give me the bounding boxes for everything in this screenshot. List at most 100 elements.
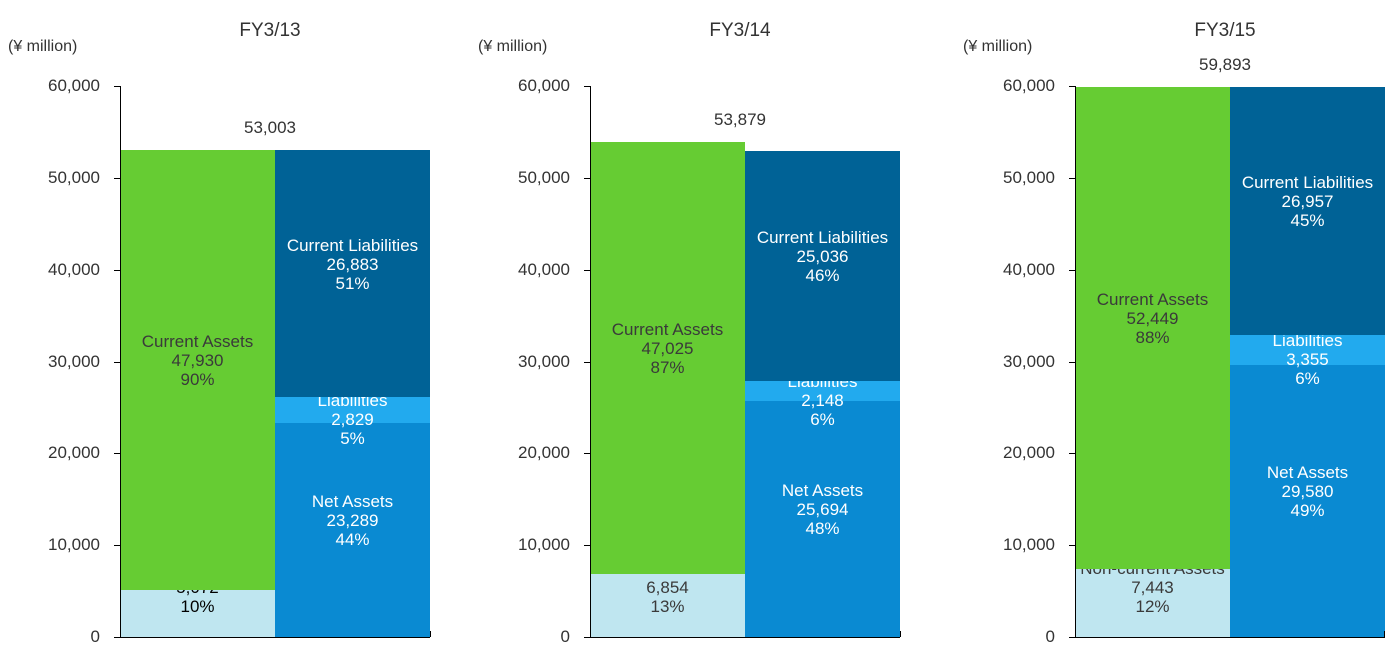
y-tick (584, 453, 590, 455)
y-tick (1069, 545, 1075, 547)
bar-segment (590, 574, 745, 637)
y-tick (584, 86, 590, 87)
bar-segment (745, 401, 900, 637)
y-tick-label: 40,000 (518, 259, 570, 279)
bar-segment (1230, 365, 1385, 637)
segment-percent: 90% (180, 370, 215, 390)
y-tick (584, 177, 590, 179)
segment-label: Current Assets 47,025 87% (592, 320, 743, 377)
bar-segment (1075, 568, 1230, 637)
segment-percent: 46% (805, 266, 840, 286)
bar-segment (120, 590, 275, 637)
segment-name: Current Assets (611, 320, 724, 340)
segment-label: Current Assets 52,449 88% (1077, 290, 1228, 347)
unit-label: (¥ million) (8, 38, 78, 55)
segment-value: 2,829 (331, 410, 374, 430)
chart-title: FY3/15 (1194, 20, 1256, 41)
segment-name: Current Assets (141, 332, 254, 352)
y-tick (114, 637, 120, 638)
segment-percent: 48% (805, 519, 840, 539)
segment-value: 25,036 (796, 247, 849, 267)
segment-percent: 87% (650, 358, 685, 378)
y-tick (114, 361, 120, 363)
segment-percent: 6% (1295, 368, 1320, 388)
segment-percent: 51% (335, 273, 370, 293)
y-tick-label: 20,000 (1003, 443, 1055, 463)
segment-label: Net Assets 23,289 44% (277, 492, 428, 549)
chart-title: FY3/14 (709, 20, 771, 41)
bar-segment (120, 150, 275, 591)
y-axis (120, 86, 121, 637)
segment-value: 6,854 (646, 578, 689, 597)
y-tick-label: 60,000 (518, 76, 570, 95)
bar-segment (1230, 334, 1385, 366)
segment-name: Net Assets (311, 492, 394, 512)
y-tick (584, 637, 590, 638)
segment-label: Current Liabilities 26,883 51% (277, 236, 428, 293)
bar-segment (745, 151, 900, 382)
y-tick (1069, 361, 1075, 363)
y-tick (1069, 269, 1075, 271)
segment-name: Net Assets (1266, 463, 1349, 483)
segment-percent: 10% (180, 597, 215, 616)
y-tick-label: 60,000 (1003, 76, 1055, 95)
segment-value: 25,694 (796, 500, 849, 520)
y-tick-label: 10,000 (518, 535, 570, 555)
segment-percent: 13% (650, 597, 685, 616)
bar-segment (275, 150, 430, 398)
y-tick (114, 86, 120, 87)
segment-value: 52,449 (1126, 308, 1179, 328)
total-label: 53,879 (714, 110, 766, 130)
segment-name: Current Liabilities (1241, 172, 1374, 192)
segment-name: Current Assets (1096, 289, 1209, 309)
y-tick-label: 30,000 (48, 351, 100, 371)
y-tick (114, 177, 120, 179)
y-tick-label: 50,000 (1003, 167, 1055, 187)
total-label: 59,893 (1199, 54, 1251, 74)
y-tick (1069, 453, 1075, 455)
bar-segment (275, 397, 430, 424)
segment-value: 47,930 (171, 351, 224, 371)
x-axis (120, 637, 430, 638)
bar-segment (1230, 86, 1385, 335)
y-tick-label: 40,000 (48, 259, 100, 279)
chart-title: FY3/13 (239, 20, 301, 41)
y-tick (1069, 637, 1075, 638)
segment-label: Current Liabilities 25,036 46% (747, 228, 898, 285)
y-tick (114, 545, 120, 547)
segment-name: Net Assets (781, 481, 864, 501)
bar-segment (1075, 86, 1230, 569)
segment-name: Current Liabilities (286, 235, 419, 255)
y-tick-label: 0 (560, 627, 570, 646)
unit-label: (¥ million) (963, 38, 1033, 55)
category-tick (900, 631, 901, 637)
segment-label: Net Assets 29,580 49% (1232, 463, 1383, 520)
segment-percent: 45% (1290, 210, 1325, 230)
y-tick-label: 40,000 (1003, 259, 1055, 279)
y-tick (584, 545, 590, 547)
y-tick (1069, 86, 1075, 87)
y-tick-label: 60,000 (48, 76, 100, 95)
y-tick-label: 20,000 (48, 443, 100, 463)
bar-segment (745, 381, 900, 402)
segment-percent: 44% (335, 530, 370, 550)
y-axis (590, 86, 591, 637)
y-tick (584, 361, 590, 363)
y-tick-label: 10,000 (48, 535, 100, 555)
segment-value: 3,355 (1286, 349, 1329, 369)
y-tick-label: 50,000 (518, 167, 570, 187)
segment-name: Current Liabilities (756, 228, 889, 248)
bar-segment (275, 423, 430, 637)
segment-value: 2,148 (801, 391, 844, 411)
segment-value: 29,580 (1281, 482, 1334, 502)
y-tick-label: 10,000 (1003, 535, 1055, 555)
segment-percent: 6% (810, 410, 835, 430)
segment-value: 23,289 (326, 511, 379, 531)
unit-label: (¥ million) (478, 38, 548, 55)
y-axis (1075, 86, 1076, 637)
x-axis (590, 637, 900, 638)
y-tick-label: 0 (1045, 627, 1055, 646)
y-tick (114, 269, 120, 271)
y-tick (584, 269, 590, 271)
